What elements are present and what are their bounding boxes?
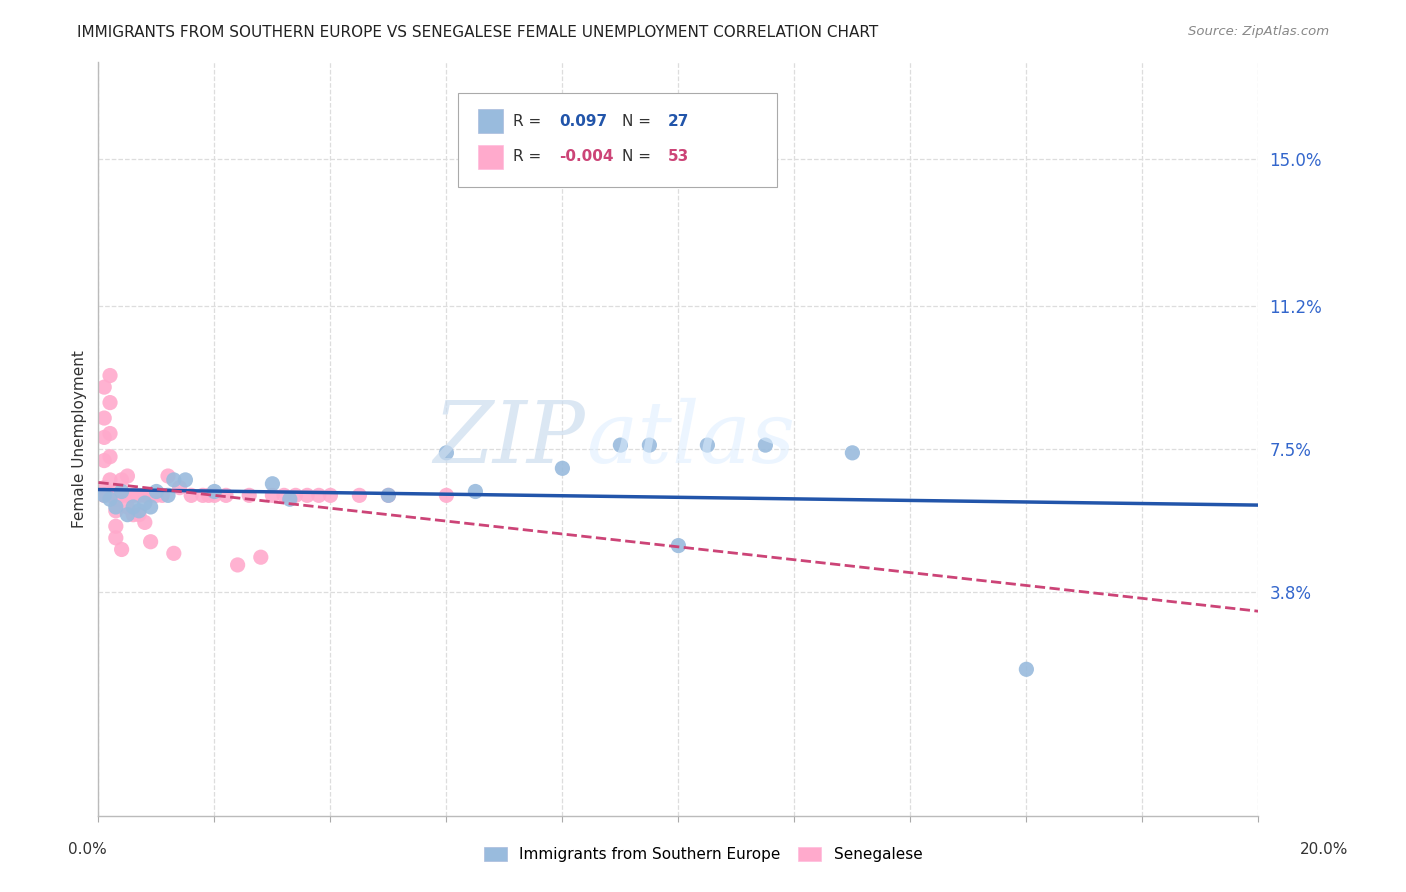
FancyBboxPatch shape	[478, 145, 503, 169]
Point	[98, 368, 121, 383]
Y-axis label: Female Unemployment: Female Unemployment	[72, 351, 87, 528]
Point	[197, 488, 219, 502]
Point	[262, 488, 284, 502]
Point	[145, 484, 167, 499]
Text: ZIP: ZIP	[433, 398, 585, 481]
Point	[666, 539, 689, 553]
Point	[128, 504, 150, 518]
Point	[308, 488, 330, 502]
Point	[117, 500, 139, 514]
Point	[145, 488, 167, 502]
Point	[122, 488, 145, 502]
Point	[180, 488, 202, 502]
Point	[349, 488, 371, 502]
Point	[128, 508, 150, 522]
FancyBboxPatch shape	[478, 109, 503, 133]
Point	[117, 469, 139, 483]
Text: N =: N =	[621, 114, 655, 128]
Point	[319, 488, 342, 502]
Point	[157, 469, 180, 483]
Point	[284, 488, 307, 502]
Point	[250, 550, 273, 565]
Point	[215, 488, 238, 502]
Point	[169, 481, 191, 495]
FancyBboxPatch shape	[458, 93, 778, 186]
Point	[104, 531, 127, 545]
Point	[139, 534, 162, 549]
Point	[139, 488, 162, 502]
Point	[134, 488, 156, 502]
Text: 53: 53	[668, 149, 689, 164]
Point	[377, 488, 399, 502]
Point	[98, 473, 121, 487]
Point	[104, 484, 127, 499]
Point	[139, 500, 162, 514]
Point	[93, 380, 115, 394]
Point	[297, 488, 319, 502]
Text: 20.0%: 20.0%	[1301, 842, 1348, 856]
Text: atlas: atlas	[585, 398, 794, 481]
Text: R =: R =	[513, 149, 546, 164]
Text: 0.0%: 0.0%	[67, 842, 107, 856]
Point	[93, 411, 115, 425]
Point	[278, 492, 301, 507]
Text: Source: ZipAtlas.com: Source: ZipAtlas.com	[1188, 25, 1329, 38]
Text: R =: R =	[513, 114, 546, 128]
Point	[436, 446, 458, 460]
Point	[98, 492, 121, 507]
Point	[273, 488, 295, 502]
Point	[134, 496, 156, 510]
Point	[93, 488, 115, 502]
Text: 27: 27	[668, 114, 689, 128]
Point	[93, 453, 115, 467]
Point	[609, 438, 631, 452]
Point	[128, 488, 150, 502]
Point	[551, 461, 574, 475]
Point	[104, 500, 127, 514]
Point	[111, 488, 132, 502]
Point	[204, 484, 226, 499]
Point	[150, 488, 173, 502]
Point	[93, 430, 115, 444]
Point	[696, 438, 718, 452]
Point	[163, 546, 186, 560]
Point	[238, 488, 260, 502]
Point	[638, 438, 661, 452]
Point	[93, 488, 115, 502]
Point	[841, 446, 863, 460]
Point	[98, 426, 121, 441]
Point	[1015, 662, 1038, 676]
Point	[122, 508, 145, 522]
Point	[436, 488, 458, 502]
Point	[117, 508, 139, 522]
Point	[204, 488, 226, 502]
Point	[174, 473, 197, 487]
Point	[98, 450, 121, 464]
Point	[104, 492, 127, 507]
Point	[98, 488, 121, 502]
Point	[191, 488, 214, 502]
Legend: Immigrants from Southern Europe, Senegalese: Immigrants from Southern Europe, Senegal…	[478, 840, 928, 868]
Point	[104, 519, 127, 533]
Point	[93, 481, 115, 495]
Point	[262, 476, 284, 491]
Text: N =: N =	[621, 149, 655, 164]
Point	[122, 500, 145, 514]
Point	[104, 504, 127, 518]
Point	[111, 473, 132, 487]
Point	[377, 488, 399, 502]
Point	[163, 473, 186, 487]
Point	[134, 516, 156, 530]
Text: 0.097: 0.097	[560, 114, 607, 128]
Point	[111, 542, 132, 557]
Point	[98, 395, 121, 409]
Point	[117, 488, 139, 502]
Point	[157, 488, 180, 502]
Text: IMMIGRANTS FROM SOUTHERN EUROPE VS SENEGALESE FEMALE UNEMPLOYMENT CORRELATION CH: IMMIGRANTS FROM SOUTHERN EUROPE VS SENEG…	[77, 25, 879, 40]
Point	[226, 558, 249, 572]
Point	[464, 484, 486, 499]
Text: -0.004: -0.004	[560, 149, 613, 164]
Point	[111, 484, 132, 499]
Point	[754, 438, 776, 452]
